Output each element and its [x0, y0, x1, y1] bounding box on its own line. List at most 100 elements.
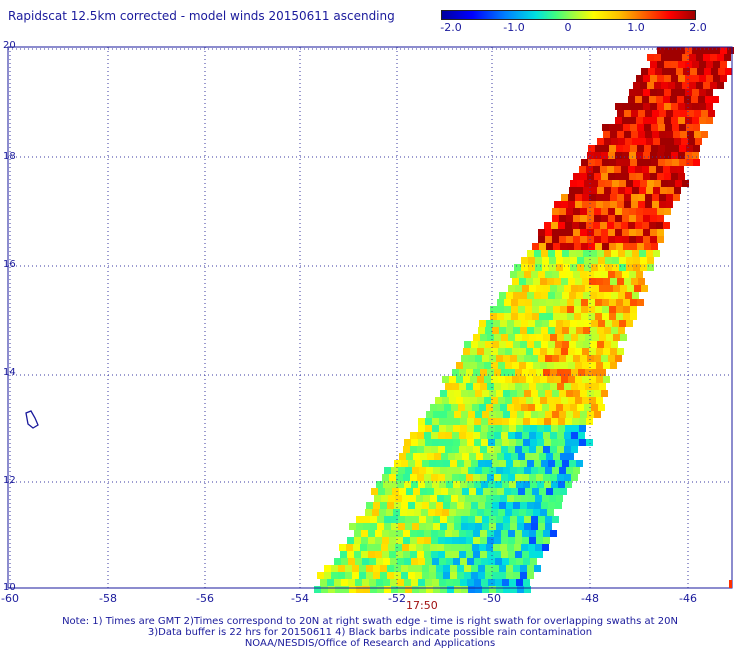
swath-cell — [328, 586, 335, 593]
swath-cell — [638, 131, 645, 138]
swath-cell — [504, 299, 511, 306]
swath-cell — [504, 306, 511, 313]
swath-cell — [460, 579, 467, 586]
swath-cell — [559, 467, 566, 474]
swath-cell — [644, 243, 651, 250]
swath-cell — [608, 355, 615, 362]
swath-cell — [673, 194, 680, 201]
swath-cell — [476, 453, 483, 460]
swath-cell — [678, 117, 685, 124]
swath-cell — [431, 537, 438, 544]
swath-cell — [408, 572, 415, 579]
swath-cell — [494, 383, 501, 390]
swath-cell — [499, 327, 506, 334]
swath-cell — [422, 460, 429, 467]
swath-cell — [524, 411, 531, 418]
swath-cell — [586, 439, 593, 446]
swath-cell — [537, 418, 544, 425]
swath-cell — [578, 334, 585, 341]
swath-cell — [619, 257, 626, 264]
swath-cell — [640, 180, 647, 187]
swath-cell — [363, 523, 370, 530]
swath-cell — [589, 278, 596, 285]
swath-cell — [637, 299, 644, 306]
swath-cell — [425, 418, 432, 425]
swath-cell — [646, 187, 653, 194]
swath-cell — [507, 495, 514, 502]
swath-cell — [471, 572, 478, 579]
swath-cell — [603, 376, 610, 383]
swath-cell — [416, 544, 423, 551]
swath-cell — [526, 362, 533, 369]
swath-cell — [686, 159, 693, 166]
swath-cell — [605, 320, 612, 327]
swath-cell — [461, 467, 468, 474]
swath-cell — [467, 418, 474, 425]
swath-cell — [488, 418, 495, 425]
swath-cell — [491, 509, 498, 516]
swath-cell — [574, 313, 581, 320]
swath-cell — [552, 467, 559, 474]
swath-cell — [511, 453, 518, 460]
swath-cell — [508, 369, 515, 376]
swath-cell — [613, 285, 620, 292]
swath-cell — [508, 334, 515, 341]
swath-cell — [521, 320, 528, 327]
swath-cell — [517, 516, 524, 523]
swath-cell — [597, 341, 604, 348]
swath-cell — [661, 180, 668, 187]
swath-cell — [645, 110, 652, 117]
swath-cell — [547, 397, 554, 404]
swath-cell — [514, 544, 521, 551]
swath-cell — [393, 509, 400, 516]
swath-cell — [492, 502, 499, 509]
swath-cell — [616, 299, 623, 306]
swath-cell — [397, 558, 404, 565]
swath-cell — [507, 320, 514, 327]
swath-cell — [459, 383, 466, 390]
swath-cell — [647, 264, 654, 271]
swath-cell — [622, 271, 629, 278]
swath-cell — [359, 565, 366, 572]
swath-cell — [608, 173, 615, 180]
swath-cell — [468, 411, 475, 418]
swath-cell — [631, 194, 638, 201]
swath-cell — [569, 292, 576, 299]
swath-cell — [522, 369, 529, 376]
swath-cell — [679, 145, 686, 152]
swath-cell — [534, 292, 541, 299]
swath-cell — [523, 558, 530, 565]
swath-cell — [500, 495, 507, 502]
swath-cell — [587, 411, 594, 418]
swath-cell — [443, 460, 450, 467]
swath-cell — [377, 586, 384, 593]
swath-cell — [572, 425, 579, 432]
swath-cell — [657, 152, 664, 159]
swath-cell — [636, 173, 643, 180]
swath-cell — [536, 432, 543, 439]
swath-cell — [638, 201, 645, 208]
swath-cell — [670, 166, 677, 173]
swath-cell — [675, 54, 682, 61]
swath-cell — [578, 285, 585, 292]
swath-cell — [500, 404, 507, 411]
swath-cell — [478, 327, 485, 334]
swath-cell — [531, 523, 538, 530]
swath-cell — [698, 96, 705, 103]
swath-cell — [366, 502, 373, 509]
swath-cell — [587, 271, 594, 278]
swath-cell — [391, 516, 398, 523]
swath-cell — [671, 61, 678, 68]
swath-cell — [440, 411, 447, 418]
swath-cell — [504, 313, 511, 320]
swath-cell — [692, 75, 699, 82]
swath-cell — [392, 488, 399, 495]
swath-cell — [574, 306, 581, 313]
swath-cell — [703, 82, 710, 89]
swath-cell — [619, 180, 626, 187]
swath-cell — [492, 565, 499, 572]
swath-cell — [487, 530, 494, 537]
swath-cell — [664, 47, 671, 54]
swath-cell — [385, 488, 392, 495]
swath-cell — [529, 446, 536, 453]
